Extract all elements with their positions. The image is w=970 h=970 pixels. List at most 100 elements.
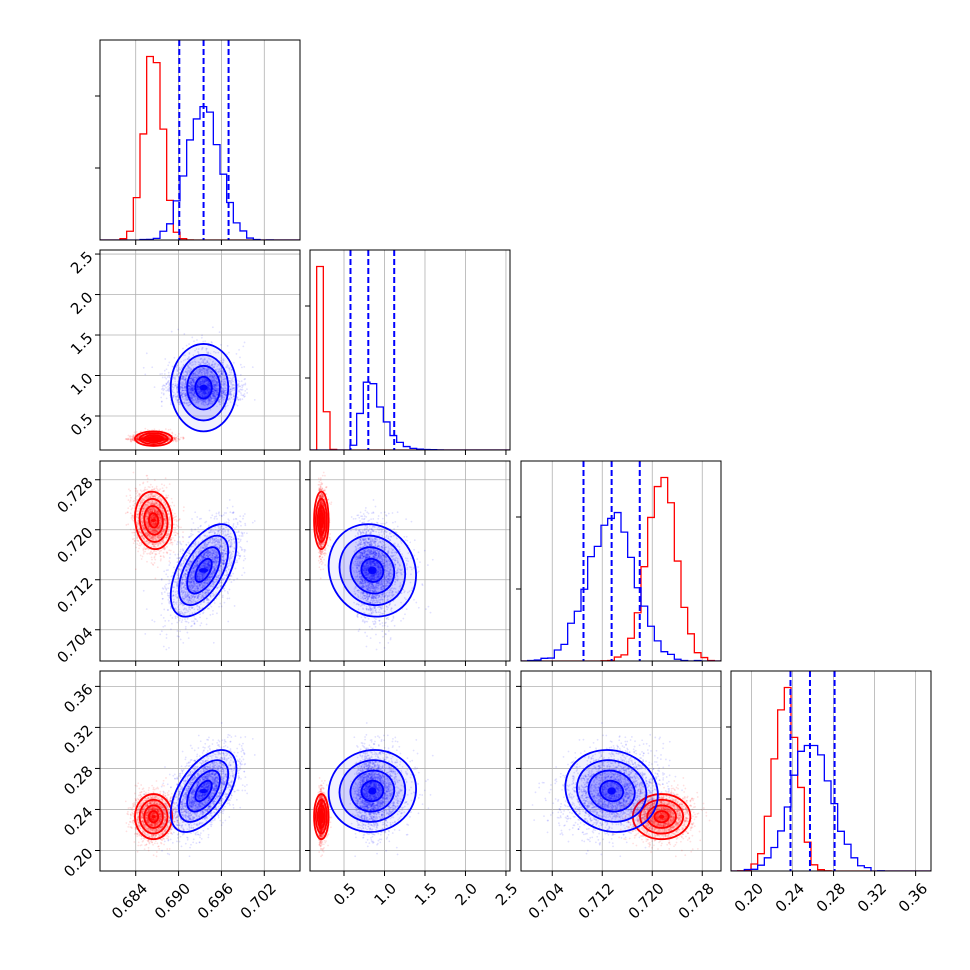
sample-point [158,438,161,441]
sample-point [163,438,166,441]
sample-point [145,436,148,439]
grid-3-3 [751,671,917,871]
sample-point [164,384,167,387]
sample-point [136,439,139,441]
sample-point [170,330,173,333]
sample-point [183,437,185,439]
sample-point [129,440,132,443]
sample-point [159,437,162,440]
sample-point [146,552,149,555]
sample-point [136,436,139,439]
sample-point [142,439,145,442]
sample-point [239,363,242,366]
sample-point [163,438,166,441]
density-peak [151,438,156,440]
sample-point [240,392,242,395]
sample-point [140,438,143,440]
sample-point [243,378,246,381]
sample-point [141,438,144,440]
panel-p3-p1 [124,471,256,651]
sample-point [145,437,148,440]
sample-point [136,437,139,440]
sample-point [142,366,145,369]
sample-point [174,438,177,441]
sample-point [141,437,144,439]
sample-point [167,385,169,388]
sample-point [146,436,149,439]
sample-point [136,438,139,440]
sample-point [165,377,168,380]
sample-point [140,437,143,440]
sample-point [136,436,139,438]
sample-point [151,366,154,369]
sample-point [173,438,176,440]
sample-point [150,437,153,440]
sample-point [154,437,157,440]
sample-point [162,393,165,396]
sample-point [159,437,162,440]
panel-p2-p2 [310,250,510,450]
sample-point [145,436,148,439]
sample-point [202,340,205,343]
sample-point [140,437,143,440]
sample-point [174,436,177,439]
sample-point [159,437,161,440]
sample-point [243,341,246,344]
sample-point [174,439,177,441]
sample-point [165,389,168,392]
sample-point [141,438,144,440]
sample-point [174,438,176,440]
sample-point [236,397,239,400]
sample-point [141,438,143,440]
sample-point [168,374,170,377]
sample-point [137,550,140,553]
sample-point [178,432,180,435]
sample-point [220,344,222,346]
sample-point [136,438,139,441]
sample-point [141,438,144,441]
sample-point [136,438,139,441]
sample-point [182,437,185,440]
sample-point [240,366,243,369]
sample-point [141,436,144,439]
sample-point [238,380,241,383]
sample-point [129,439,132,441]
sample-point [144,373,147,376]
sample-point [140,438,143,440]
sample-point [131,438,134,441]
sample-point [159,438,161,441]
sample-point [141,438,144,441]
sample-point [141,438,143,441]
sample-point [146,437,149,440]
sample-point [243,365,246,368]
sample-point [164,358,167,360]
sample-point [164,438,167,441]
sample-point [244,382,247,385]
sample-point [137,438,140,441]
sample-point [146,436,149,439]
sample-point [161,385,164,388]
sample-point [161,487,164,490]
sample-point [163,439,166,441]
sample-point [182,436,185,439]
sample-point [239,356,241,359]
sample-point [145,437,148,439]
sample-point [196,339,198,341]
sample-point [158,436,161,439]
sample-point [240,388,243,391]
sample-point [145,437,147,440]
sample-point [146,436,149,439]
sample-point [241,384,243,387]
sample-point [150,438,153,440]
panel-p2-p1 [124,326,256,447]
sample-point [154,438,157,440]
sample-point [164,438,167,441]
panel-p3-p3 [521,461,721,661]
sample-point [130,435,133,438]
sample-point [158,438,161,440]
sample-point [163,369,166,372]
sample-point [159,373,162,376]
sample-point [136,437,139,439]
sample-point [136,438,138,440]
sample-point [125,438,128,440]
